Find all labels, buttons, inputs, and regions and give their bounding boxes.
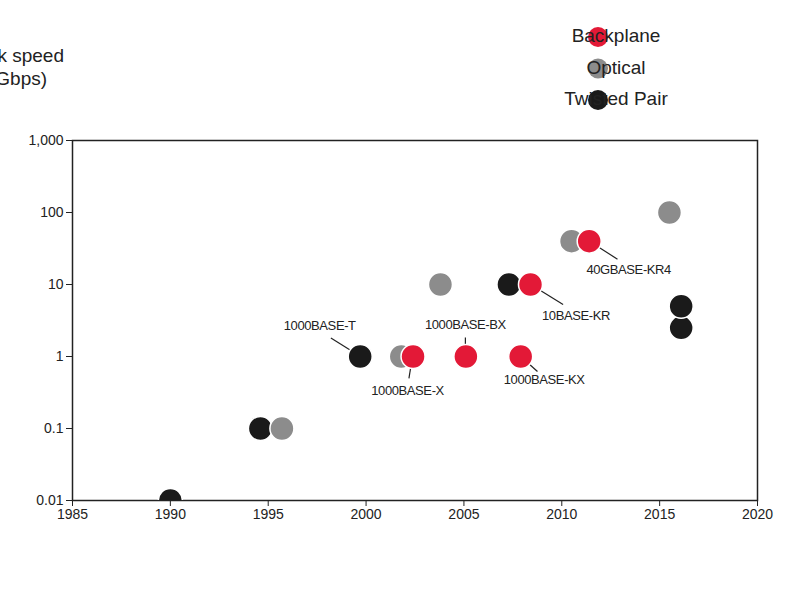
svg-text:Twisted Pair: Twisted Pair	[564, 88, 668, 109]
svg-text:40GBASE-KR4: 40GBASE-KR4	[586, 262, 671, 277]
svg-text:Optical: Optical	[586, 57, 645, 78]
svg-text:2000: 2000	[350, 506, 381, 522]
svg-text:100: 100	[40, 204, 64, 220]
svg-text:1000BASE-X: 1000BASE-X	[371, 383, 444, 398]
svg-text:Backplane: Backplane	[572, 25, 661, 46]
svg-text:0.01: 0.01	[36, 492, 64, 508]
svg-text:2015: 2015	[644, 506, 675, 522]
svg-text:1995: 1995	[253, 506, 284, 522]
svg-text:1,000: 1,000	[28, 132, 63, 148]
svg-text:10: 10	[48, 276, 64, 292]
svg-text:1000BASE-BX: 1000BASE-BX	[425, 317, 507, 332]
svg-text:Link speed(Gbps): Link speed(Gbps)	[0, 45, 64, 89]
svg-text:1000BASE-T: 1000BASE-T	[284, 318, 356, 333]
svg-text:2010: 2010	[546, 506, 577, 522]
svg-text:2020: 2020	[742, 506, 773, 522]
svg-text:1985: 1985	[57, 506, 88, 522]
svg-text:10BASE-KR: 10BASE-KR	[542, 308, 610, 323]
svg-text:1: 1	[56, 348, 64, 364]
svg-text:2005: 2005	[448, 506, 479, 522]
svg-text:1000BASE-KX: 1000BASE-KX	[504, 372, 586, 387]
svg-text:0.1: 0.1	[44, 420, 64, 436]
svg-text:1990: 1990	[155, 506, 186, 522]
